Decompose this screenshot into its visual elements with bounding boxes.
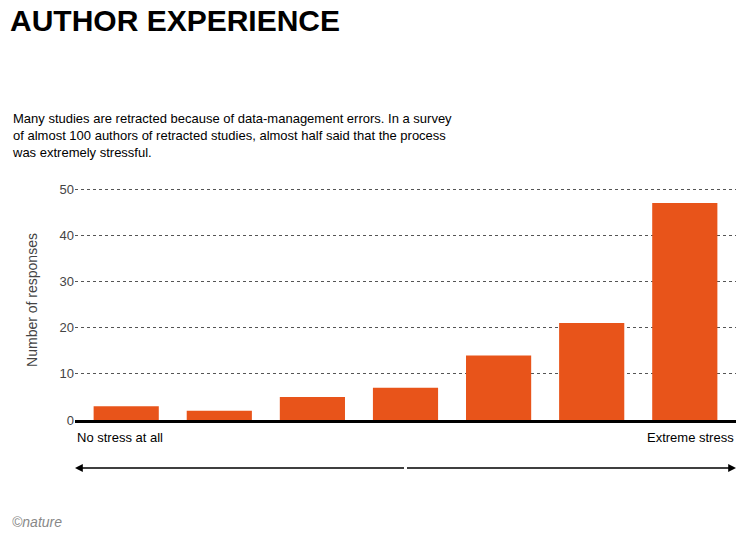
svg-text:Extreme stress: Extreme stress xyxy=(647,430,734,445)
svg-text:20: 20 xyxy=(60,320,74,335)
svg-text:©nature: ©nature xyxy=(12,514,62,530)
svg-text:Many studies are retracted bec: Many studies are retracted because of da… xyxy=(12,111,452,160)
svg-text:0: 0 xyxy=(67,413,74,428)
svg-text:40: 40 xyxy=(60,228,74,243)
svg-text:No stress at all: No stress at all xyxy=(77,430,163,445)
svg-text:50: 50 xyxy=(60,182,74,197)
svg-text:30: 30 xyxy=(60,274,74,289)
svg-text:AUTHOR EXPERIENCE: AUTHOR EXPERIENCE xyxy=(10,4,340,37)
svg-text:10: 10 xyxy=(60,366,74,381)
svg-text:Number of responses: Number of responses xyxy=(24,233,40,367)
